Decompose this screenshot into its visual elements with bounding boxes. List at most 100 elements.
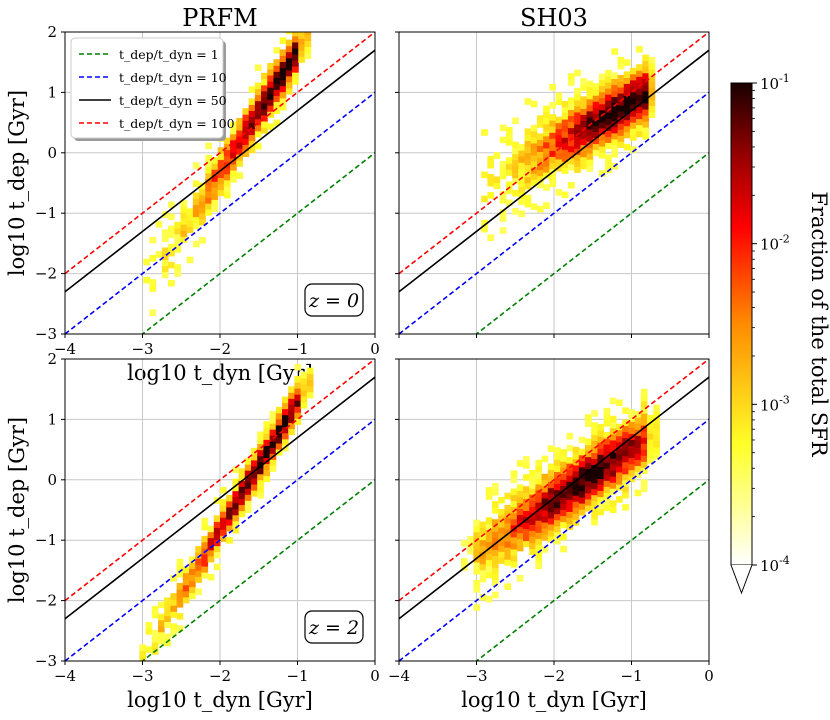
- heatmap-cell: [592, 101, 600, 108]
- heatmap-cell: [634, 441, 642, 448]
- heatmap-cell: [547, 445, 555, 452]
- heatmap-cell: [574, 160, 581, 167]
- heatmap-cell: [223, 155, 231, 163]
- heatmap-cell: [529, 506, 536, 513]
- heatmap-cell: [479, 521, 487, 529]
- heatmap-cell: [622, 443, 629, 451]
- heatmap-cell: [292, 35, 299, 43]
- heatmap-cell: [586, 104, 594, 112]
- x-tick-label: −1: [286, 340, 308, 358]
- heatmap-cell: [244, 482, 252, 489]
- heatmap-cell: [640, 455, 648, 462]
- heatmap-cell: [530, 130, 538, 138]
- heatmap-cell: [529, 524, 536, 531]
- y-tick-label: 1: [47, 83, 57, 101]
- heatmap-cell: [591, 434, 598, 441]
- heatmap-cell: [273, 65, 281, 72]
- heatmap-cell: [211, 169, 219, 176]
- heatmap-cell: [554, 471, 561, 478]
- heatmap-cell: [529, 518, 536, 525]
- series-line: [65, 32, 375, 275]
- heatmap-cell: [603, 413, 611, 421]
- heatmap-cell: [473, 543, 481, 551]
- heatmap-cell: [524, 200, 532, 208]
- heatmap-cell: [629, 79, 637, 87]
- heatmap-cell: [155, 221, 163, 228]
- x-tick-label: 0: [370, 667, 380, 685]
- legend: t_dep/t_dyn = 1 t_dep/t_dyn = 10 t_dep/t_d…: [70, 37, 235, 141]
- heatmap-cell: [304, 16, 311, 23]
- heatmap-cell: [279, 103, 287, 111]
- heatmap-cell: [499, 215, 507, 222]
- heatmap-cell: [611, 138, 619, 146]
- heatmap-cell: [485, 559, 493, 567]
- heatmap-cell: [554, 459, 561, 466]
- heatmap-cell: [292, 60, 299, 67]
- heatmap-cell: [543, 117, 550, 125]
- heatmap-cell: [226, 494, 233, 502]
- heatmap-cell: [485, 571, 493, 579]
- heatmap-cell: [510, 500, 518, 508]
- heatmap-cell: [554, 477, 561, 485]
- heatmap-cell: [257, 431, 264, 439]
- heatmap-cell: [168, 231, 175, 239]
- heatmap-cell: [617, 62, 625, 70]
- heatmap-cell: [473, 604, 481, 611]
- grid: [65, 359, 375, 661]
- heatmap-cell: [541, 516, 549, 523]
- heatmap-cell: [640, 419, 648, 426]
- heatmap-cell: [273, 83, 281, 90]
- heatmap-cell: [585, 438, 592, 446]
- heatmap-cell: [504, 583, 512, 590]
- heatmap-cell: [499, 197, 507, 204]
- heatmap-cell: [530, 136, 538, 144]
- heatmap-cell: [273, 107, 281, 115]
- heatmap-cell: [561, 149, 569, 156]
- heatmap-cell: [536, 163, 544, 171]
- heatmap-cell: [199, 188, 206, 196]
- heatmap-cell: [530, 173, 538, 180]
- heatmap-cell: [223, 179, 231, 187]
- heatmap-cell: [180, 206, 188, 213]
- heatmap-cell: [151, 611, 159, 619]
- heatmap-cell: [164, 615, 171, 623]
- heatmap-cell: [275, 443, 283, 450]
- heatmap-cell: [238, 468, 246, 475]
- heatmap-cell: [230, 151, 237, 159]
- heatmap-cell: [257, 479, 264, 487]
- heatmap-cell: [535, 550, 543, 557]
- heatmap-cell: [479, 545, 487, 553]
- heatmap-cell: [541, 497, 549, 505]
- heatmap-cell: [257, 437, 264, 445]
- heatmap-cell: [189, 592, 196, 600]
- x-tick-label: −4: [388, 667, 410, 685]
- heatmap-cell: [567, 103, 575, 111]
- heatmap-cell: [547, 475, 555, 483]
- heatmap-cell: [541, 503, 549, 511]
- heatmap-cell: [139, 644, 147, 651]
- heatmap-cell: [149, 279, 157, 286]
- heatmap-cell: [300, 383, 308, 391]
- heatmap-cell: [232, 502, 240, 510]
- heatmap-cell: [555, 146, 563, 154]
- heatmap-cell: [230, 176, 237, 183]
- heatmap-cell: [257, 491, 264, 499]
- heatmap-cell: [492, 489, 499, 496]
- heatmap-cell: [572, 513, 580, 520]
- heatmap-cell: [267, 87, 274, 94]
- heatmap-cell: [523, 456, 530, 463]
- heatmap-cell: [285, 69, 293, 77]
- heatmap-cell: [560, 515, 567, 523]
- heatmap-cell: [261, 78, 268, 86]
- heatmap-cell: [611, 132, 619, 140]
- heatmap-cell: [149, 285, 157, 292]
- heatmap-cell: [498, 521, 505, 528]
- heatmap-cell: [603, 462, 611, 469]
- heatmap-cell: [574, 154, 581, 161]
- heatmap-cell: [263, 427, 271, 434]
- heatmap-cell: [541, 455, 549, 463]
- heatmap-cell: [254, 112, 262, 120]
- heatmap-cell: [566, 493, 574, 500]
- heatmap-cell: [535, 477, 543, 485]
- heatmap-cell: [598, 109, 606, 117]
